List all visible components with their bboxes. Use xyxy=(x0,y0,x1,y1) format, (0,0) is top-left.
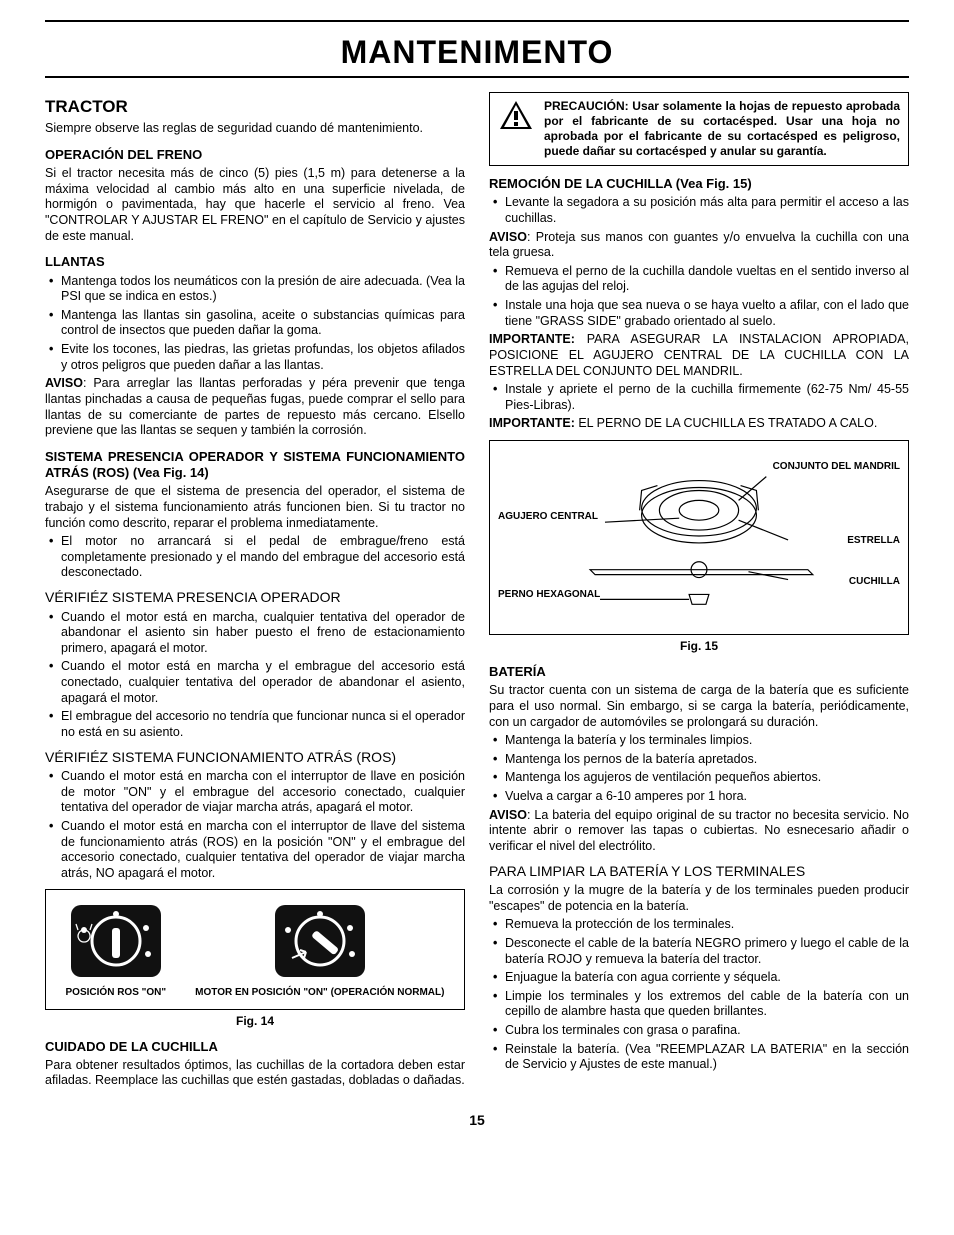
list-verif1: Cuando el motor está en marcha, cualquie… xyxy=(45,610,465,741)
page-number: 15 xyxy=(45,1112,909,1130)
label-estrella: ESTRELLA xyxy=(847,535,900,546)
list-item: Remueva el perno de la cuchilla dandole … xyxy=(489,264,909,295)
para-limpiar: La corrosión y la mugre de la batería y … xyxy=(489,883,909,914)
list-item: Evite los tocones, las piedras, las grie… xyxy=(45,342,465,373)
list-remoc3: Instale y apriete el perno de la cuchill… xyxy=(489,382,909,413)
fig14-label-right: MOTOR EN POSICIÓN "ON" (OPERACIÓN NORMAL… xyxy=(195,987,444,999)
list-llantas: Mantenga todos los neumáticos con la pre… xyxy=(45,274,465,374)
list-item: Mantenga todos los neumáticos con la pre… xyxy=(45,274,465,305)
list-item: Mantenga la batería y los terminales lim… xyxy=(489,733,909,749)
warning-box: PRECAUCIÓN: Usar solamente la hojas de r… xyxy=(489,92,909,166)
left-column: TRACTOR Siempre observe las reglas de se… xyxy=(45,92,465,1092)
list-item: Mantenga las llantas sin gasolina, aceit… xyxy=(45,308,465,339)
list-item: Cuando el motor está en marcha con el in… xyxy=(45,769,465,816)
warning-text: PRECAUCIÓN: Usar solamente la hojas de r… xyxy=(544,99,900,159)
heading-verif1: VÉRIFIÉZ SISTEMA PRESENCIA OPERADOR xyxy=(45,589,465,607)
list-item: Desconecte el cable de la batería NEGRO … xyxy=(489,936,909,967)
heading-cuidado-cuchilla: CUIDADO DE LA CUCHILLA xyxy=(45,1039,465,1055)
list-item: Instale una hoja que sea nueva o se haya… xyxy=(489,298,909,329)
warning-icon xyxy=(498,99,534,139)
heading-bateria: BATERÍA xyxy=(489,664,909,680)
list-item: Mantenga los pernos de la batería apreta… xyxy=(489,752,909,768)
list-item: Enjuague la batería con agua corriente y… xyxy=(489,970,909,986)
list-item: Cuando el motor está en marcha con el in… xyxy=(45,819,465,882)
list-item: Vuelva a cargar a 6-10 amperes por 1 hor… xyxy=(489,789,909,805)
label-agujero: AGUJERO CENTRAL xyxy=(498,511,598,522)
key-icon xyxy=(66,900,166,982)
list-item: Cuando el motor está en marcha y el embr… xyxy=(45,659,465,706)
importante2: IMPORTANTE: EL PERNO DE LA CUCHILLA ES T… xyxy=(489,416,909,432)
heading-freno: OPERACIÓN DEL FRENO xyxy=(45,147,465,163)
list-item: Remueva la protección de los terminales. xyxy=(489,917,909,933)
heading-ros: SISTEMA PRESENCIA OPERADOR Y SISTEMA FUN… xyxy=(45,449,465,482)
list-item: El embrague del accesorio no tendría que… xyxy=(45,709,465,740)
list-ros: El motor no arrancará si el pedal de emb… xyxy=(45,534,465,581)
heading-llantas: LLANTAS xyxy=(45,254,465,270)
importante1: IMPORTANTE: PARA ASEGURAR LA INSTALACION… xyxy=(489,332,909,379)
heading-tractor: TRACTOR xyxy=(45,96,465,117)
list-item: Reinstale la batería. (Vea "REEMPLAZAR L… xyxy=(489,1042,909,1073)
list-limpiar: Remueva la protección de los terminales.… xyxy=(489,917,909,1073)
list-remoc1: Levante la segadora a su posición más al… xyxy=(489,195,909,226)
list-item: Levante la segadora a su posición más al… xyxy=(489,195,909,226)
label-perno: PERNO HEXAGONAL xyxy=(498,589,600,600)
list-item: Cubra los terminales con grasa o parafin… xyxy=(489,1023,909,1039)
heading-limpiar: PARA LIMPIAR LA BATERÍA Y LOS TERMINALES xyxy=(489,863,909,881)
heading-remocion: REMOCIÓN DE LA CUCHILLA (Vea Fig. 15) xyxy=(489,176,909,192)
fig14-label-left: POSICIÓN ROS "ON" xyxy=(66,987,167,999)
list-verif2: Cuando el motor está en marcha con el in… xyxy=(45,769,465,881)
list-item: El motor no arrancará si el pedal de emb… xyxy=(45,534,465,581)
list-item: Instale y apriete el perno de la cuchill… xyxy=(489,382,909,413)
heading-verif2: VÉRIFIÉZ SISTEMA FUNCIONAMIENTO ATRÁS (R… xyxy=(45,749,465,767)
para-freno: Si el tractor necesita más de cinco (5) … xyxy=(45,166,465,244)
list-item: Limpie los terminales y los extremos del… xyxy=(489,989,909,1020)
page-title: MANTENIMENTO xyxy=(45,32,909,72)
fig14-key-right: MOTOR EN POSICIÓN "ON" (OPERACIÓN NORMAL… xyxy=(195,900,444,998)
title-rule xyxy=(45,76,909,78)
list-bateria: Mantenga la batería y los terminales lim… xyxy=(489,733,909,805)
list-item: Mantenga los agujeros de ventilación peq… xyxy=(489,770,909,786)
para-cuidado-cuchilla: Para obtener resultados óptimos, las cuc… xyxy=(45,1058,465,1089)
right-column: PRECAUCIÓN: Usar solamente la hojas de r… xyxy=(489,92,909,1092)
key-icon xyxy=(270,900,370,982)
content-columns: TRACTOR Siempre observe las reglas de se… xyxy=(45,92,909,1092)
aviso-llantas: AVISO: Para arreglar las llantas perfora… xyxy=(45,376,465,439)
para-ros: Asegurarse de que el sistema de presenci… xyxy=(45,484,465,531)
para-bateria: Su tractor cuenta con un sistema de carg… xyxy=(489,683,909,730)
fig15-caption: Fig. 15 xyxy=(489,639,909,654)
aviso-bat: AVISO: La bateria del equipo original de… xyxy=(489,808,909,855)
list-remoc2: Remueva el perno de la cuchilla dandole … xyxy=(489,264,909,330)
label-mandril: CONJUNTO DEL MANDRIL xyxy=(773,461,900,472)
fig14-caption: Fig. 14 xyxy=(45,1014,465,1029)
top-rule xyxy=(45,20,909,22)
label-cuchilla: CUCHILLA xyxy=(849,576,900,587)
figure-14: POSICIÓN ROS "ON" MOTOR EN POSICIÓN "ON"… xyxy=(45,889,465,1009)
list-item: Cuando el motor está en marcha, cualquie… xyxy=(45,610,465,657)
para-tractor: Siempre observe las reglas de seguridad … xyxy=(45,121,465,137)
figure-15: CONJUNTO DEL MANDRIL AGUJERO CENTRAL EST… xyxy=(489,440,909,635)
aviso-remoc: AVISO: Proteja sus manos con guantes y/o… xyxy=(489,230,909,261)
fig14-key-left: POSICIÓN ROS "ON" xyxy=(66,900,167,998)
